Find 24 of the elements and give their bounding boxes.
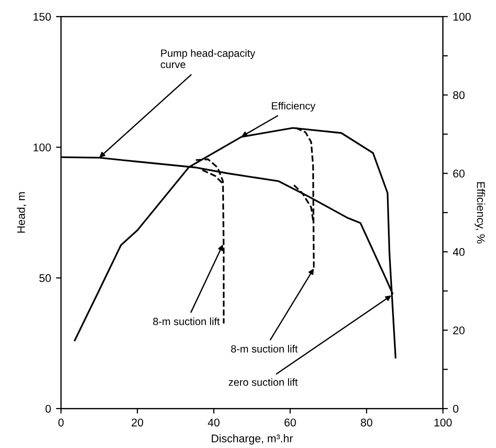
x-axis-title: Discharge, m³.hr (212, 434, 293, 445)
y-tick-label: 100 (34, 144, 51, 152)
y2-axis-title: Efficiency, % (474, 182, 486, 244)
y2-tick-label: 60 (453, 170, 465, 178)
y-tick-label: 150 (34, 12, 51, 21)
x-tick-label: 80 (360, 418, 372, 426)
annotation: zero suction lift (228, 378, 298, 386)
y2-tick-label: 80 (453, 91, 465, 100)
annotation: Pump head-capacity curve (160, 49, 256, 68)
x-tick-label: 60 (284, 418, 296, 426)
y-tick-label: 50 (39, 274, 51, 282)
annotation: 8-m suction lift (231, 344, 298, 353)
y2-tick-label: 0 (453, 404, 458, 413)
annotation: 8-m suction lift (153, 317, 220, 326)
y2-tick-label: 100 (453, 12, 471, 21)
x-tick-label: 40 (208, 418, 220, 426)
x-tick-label: 20 (132, 418, 144, 426)
y2-tick-label: 20 (453, 326, 465, 334)
x-tick-label: 0 (58, 418, 64, 426)
x-tick-label: 100 (434, 418, 452, 426)
y-tick-label: 0 (46, 404, 51, 413)
annotation: Efficiency (272, 102, 316, 112)
y2-tick-label: 40 (452, 248, 465, 256)
y-axis-title: Head, m (16, 192, 26, 233)
